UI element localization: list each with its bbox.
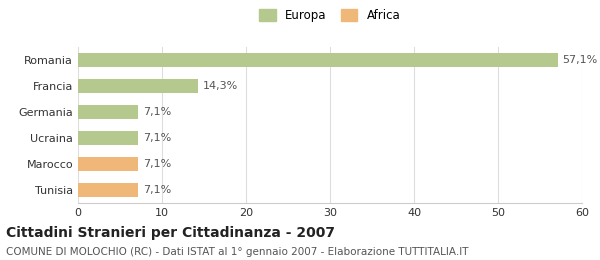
Text: 57,1%: 57,1% <box>563 55 598 65</box>
Text: 7,1%: 7,1% <box>143 185 171 195</box>
Text: 7,1%: 7,1% <box>143 107 171 117</box>
Text: Cittadini Stranieri per Cittadinanza - 2007: Cittadini Stranieri per Cittadinanza - 2… <box>6 226 335 240</box>
Bar <box>78 131 137 145</box>
Text: 7,1%: 7,1% <box>143 133 171 143</box>
Bar <box>78 157 137 171</box>
Bar <box>78 79 198 93</box>
Bar <box>78 105 137 119</box>
Bar <box>78 183 137 197</box>
Text: 7,1%: 7,1% <box>143 159 171 169</box>
Legend: Europa, Africa: Europa, Africa <box>259 9 401 22</box>
Text: COMUNE DI MOLOCHIO (RC) - Dati ISTAT al 1° gennaio 2007 - Elaborazione TUTTITALI: COMUNE DI MOLOCHIO (RC) - Dati ISTAT al … <box>6 247 469 257</box>
Bar <box>78 53 557 67</box>
Text: 14,3%: 14,3% <box>203 81 238 91</box>
